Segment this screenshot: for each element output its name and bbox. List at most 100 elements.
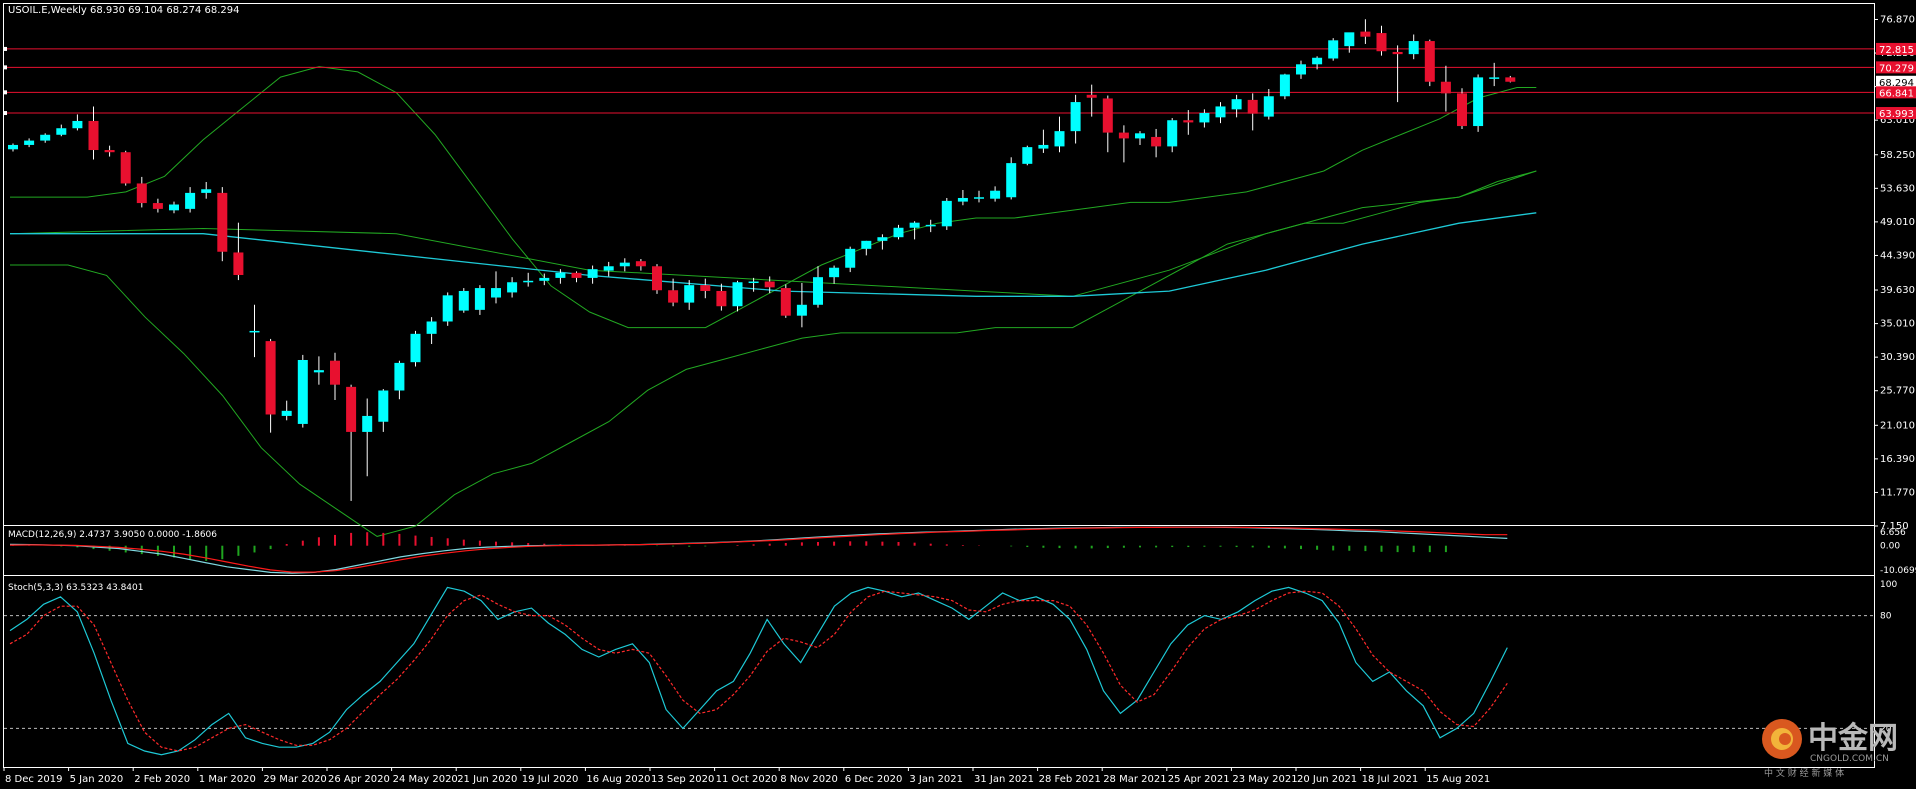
candle-bear	[1505, 77, 1516, 82]
candle-bull	[1199, 112, 1210, 123]
candle-bear	[1457, 93, 1467, 127]
price-tag-label: 68.294	[1879, 78, 1914, 89]
candle-bull	[877, 237, 888, 241]
candle-bull	[1135, 133, 1145, 139]
candle-bear	[1376, 33, 1387, 52]
candle-bear	[88, 120, 99, 151]
time-tick-label: 28 Feb 2021	[1039, 774, 1101, 785]
candle-bull	[1006, 163, 1017, 198]
candle-bull	[796, 304, 807, 316]
moving-average-line	[10, 212, 1537, 297]
macd-pane-border	[3, 525, 1875, 576]
candle-bull	[957, 197, 968, 202]
candle-bear	[571, 272, 582, 278]
time-tick-label: 18 Jul 2021	[1362, 774, 1419, 785]
candle-bull	[1167, 120, 1178, 147]
stoch-header: Stoch(5,3,3) 63.5323 43.8401	[8, 583, 143, 593]
price-tick-label: 76.870	[1880, 14, 1915, 25]
candle-bull	[1328, 40, 1339, 59]
time-tick-label: 3 Jan 2021	[909, 774, 963, 785]
candle-bull	[813, 277, 823, 305]
macd-tick-label: -10.0699	[1880, 566, 1916, 576]
candle-bear	[716, 290, 727, 307]
candle-bear	[1151, 136, 1162, 147]
price-tag	[1876, 75, 1916, 88]
candle-bear	[265, 341, 276, 415]
candle-bear	[1183, 120, 1194, 123]
price-tick-label: 39.630	[1880, 285, 1915, 296]
candle-bull	[587, 269, 598, 278]
time-tick-label: 15 Aug 2021	[1426, 774, 1490, 785]
price-tick-label: 21.010	[1880, 420, 1915, 431]
time-tick-label: 21 Jun 2020	[457, 774, 517, 785]
candle-bull	[990, 190, 1001, 199]
candle-bear	[668, 290, 679, 303]
macd-indicator	[9, 526, 1508, 574]
candle-bear	[346, 386, 357, 432]
candle-bear	[136, 183, 147, 204]
candle-bear	[104, 150, 115, 153]
candle-bull	[201, 189, 212, 193]
candle-bull	[362, 415, 373, 432]
candle-bull	[732, 282, 743, 307]
macd-signal-line	[9, 526, 1508, 573]
price-tag	[1876, 42, 1916, 55]
candle-bear	[233, 252, 244, 275]
level-handle[interactable]	[3, 90, 7, 95]
candle-bull	[169, 204, 179, 211]
level-handle[interactable]	[3, 65, 7, 70]
candle-bull	[1038, 144, 1049, 149]
candle-bull	[1296, 64, 1306, 75]
price-tag	[1876, 107, 1916, 120]
candle-bull	[1408, 41, 1419, 55]
candle-bull	[893, 227, 904, 238]
price-tag	[1876, 86, 1916, 99]
candles	[8, 19, 1516, 501]
time-tick-label: 11 Oct 2020	[716, 774, 778, 785]
candle-bear	[152, 203, 163, 209]
candle-bull	[458, 290, 469, 311]
level-handle[interactable]	[3, 46, 7, 51]
price-tick-label: 53.630	[1880, 183, 1915, 194]
candle-bull	[555, 272, 566, 278]
price-tick-label: 44.390	[1880, 250, 1915, 261]
candle-bull	[523, 280, 534, 283]
time-tick-label: 23 May 2021	[1232, 774, 1297, 785]
time-tick-label: 13 Sep 2020	[651, 774, 714, 785]
candle-bull	[24, 140, 35, 145]
level-handle[interactable]	[3, 111, 7, 116]
symbol-header: USOIL.E,Weekly 68.930 69.104 68.274 68.2…	[8, 5, 240, 16]
time-tick-label: 26 Apr 2020	[328, 774, 390, 785]
candle-bear	[1086, 94, 1097, 98]
candle-bull	[1231, 99, 1242, 110]
candle-bull	[974, 197, 984, 199]
time-tick-label: 2 Feb 2020	[134, 774, 190, 785]
price-tag-label: 66.841	[1879, 88, 1914, 99]
time-tick-label: 28 Mar 2021	[1103, 774, 1166, 785]
price-tick-label: 58.250	[1880, 150, 1915, 161]
candle-bear	[635, 261, 646, 267]
price-tag-label: 72.815	[1879, 45, 1914, 56]
watermark-logo: 中金网 CNGOLD.COM.CN 中 文 财 经 新 媒 体	[1762, 719, 1898, 779]
candle-bull	[313, 370, 324, 373]
candle-bear	[120, 152, 131, 184]
stoch-tick-label: 80	[1880, 612, 1892, 622]
candle-bull	[297, 359, 308, 424]
price-tag-label: 70.279	[1879, 63, 1914, 74]
candle-bull	[603, 266, 614, 271]
candle-bull	[925, 224, 936, 227]
macd-line	[9, 526, 1508, 574]
price-pane-border	[3, 3, 1875, 526]
stoch-pane-border	[3, 575, 1875, 768]
time-tick-label: 16 Aug 2020	[586, 774, 650, 785]
candle-bull	[1344, 32, 1355, 47]
time-tick-label: 19 Jul 2020	[522, 774, 579, 785]
stoch-signal-line	[9, 590, 1508, 752]
candle-bull	[1215, 106, 1226, 118]
time-tick-label: 8 Nov 2020	[780, 774, 838, 785]
candle-bull	[394, 362, 405, 391]
candle-bull	[1473, 77, 1484, 127]
time-axis: 8 Dec 2019 5 Jan 2020 2 Feb 2020 1 Mar 2020…	[3, 767, 1490, 785]
